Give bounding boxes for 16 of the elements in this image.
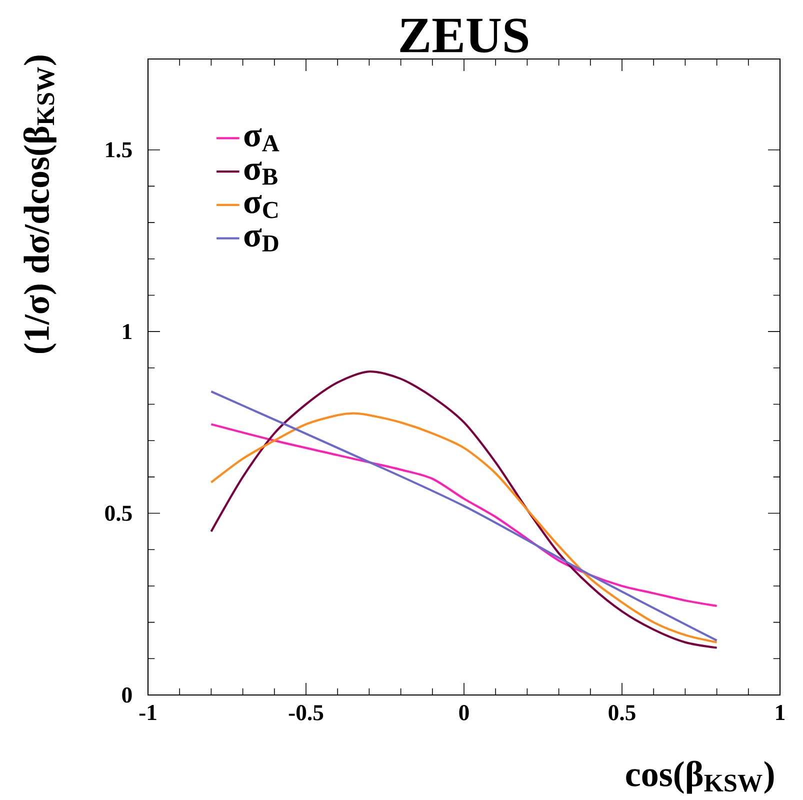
legend-label: σ$_{C}$ xyxy=(244,194,278,218)
y-tick-label: 1.5 xyxy=(106,142,132,158)
y-tick-label: 0.5 xyxy=(105,506,132,521)
legend-label: σ$_{A}$ xyxy=(244,128,280,152)
x-tick-label: -0.5 xyxy=(288,705,324,720)
y-axis-title: (1/σ) dσ/dcos(β$_{KSW}$) xyxy=(23,56,56,354)
legend-label: σ$_{B}$ xyxy=(244,162,278,185)
y-tick-label: 1 xyxy=(123,324,132,340)
chart-title: ZEUS xyxy=(400,18,528,53)
x-tick-label: -1 xyxy=(139,705,156,720)
legend-label: σ$_{D}$ xyxy=(244,228,278,252)
x-tick-label: 1 xyxy=(776,705,785,720)
x-tick-label: 0 xyxy=(459,705,469,720)
x-tick-label: 0.5 xyxy=(608,705,636,720)
x-axis-title: cos(β$_{KSW}$) xyxy=(626,760,774,794)
y-tick-label: 0 xyxy=(122,687,132,703)
